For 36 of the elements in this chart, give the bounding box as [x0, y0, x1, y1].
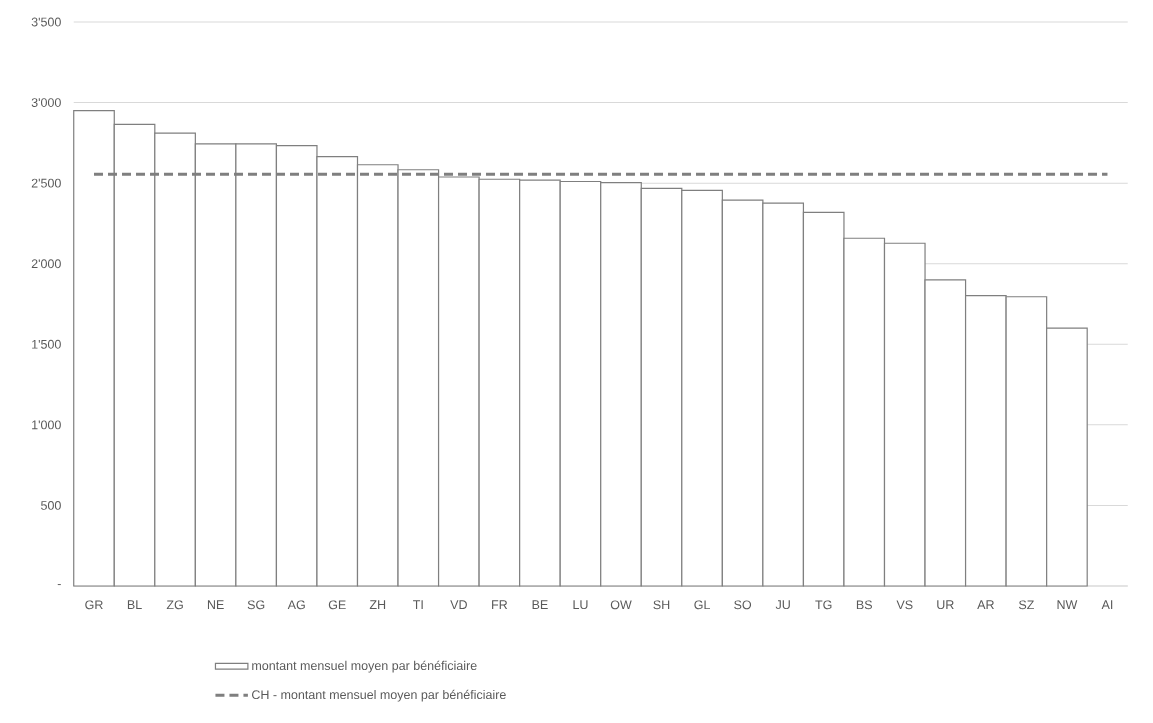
y-tick-label: 3'000: [31, 98, 61, 107]
y-tick-label: -: [57, 584, 61, 586]
y-tick-label: 2'500: [31, 178, 61, 188]
y-tick-label: 500: [41, 501, 61, 510]
y-tick-label: 2'000: [31, 259, 61, 269]
x-tick-label: GR: [85, 600, 103, 610]
x-tick-label: GE: [328, 600, 346, 610]
x-tick-label: UR: [937, 600, 954, 610]
legend-label: montant mensuel moyen par bénéficiaire: [252, 660, 477, 673]
x-tick-label: SO: [734, 600, 752, 610]
y-tick-label: 3'500: [31, 17, 61, 27]
x-tick-label: AI: [1101, 600, 1113, 609]
x-tick-label: NE: [207, 600, 224, 609]
x-tick-label: BL: [127, 600, 142, 609]
x-tick-label: FR: [492, 600, 508, 609]
x-tick-label: BS: [856, 600, 872, 610]
legend-label: CH - montant mensuel moyen par bénéficiaire: [252, 689, 506, 702]
x-tick-label: SG: [247, 600, 265, 610]
x-tick-label: OW: [610, 600, 632, 610]
x-tick-label: BE: [532, 600, 548, 609]
y-tick-label: 1'500: [32, 339, 61, 349]
x-tick-label: LU: [573, 600, 588, 610]
y-tick-label: 1'000: [32, 420, 61, 430]
x-tick-label: JU: [775, 600, 790, 610]
x-tick-label: ZG: [166, 600, 183, 610]
x-tick-label: AG: [287, 600, 305, 610]
x-tick-label: VS: [896, 600, 913, 610]
x-tick-label: GL: [694, 600, 711, 610]
x-tick-label: SZ: [1018, 600, 1034, 610]
x-tick-label: VD: [450, 600, 467, 609]
x-tick-label: ZH: [369, 600, 386, 609]
x-tick-label: TI: [413, 600, 423, 609]
x-tick-label: AR: [977, 600, 994, 609]
x-tick-label: NW: [1057, 600, 1078, 609]
x-tick-label: SH: [653, 600, 670, 610]
x-tick-label: TG: [815, 600, 832, 610]
